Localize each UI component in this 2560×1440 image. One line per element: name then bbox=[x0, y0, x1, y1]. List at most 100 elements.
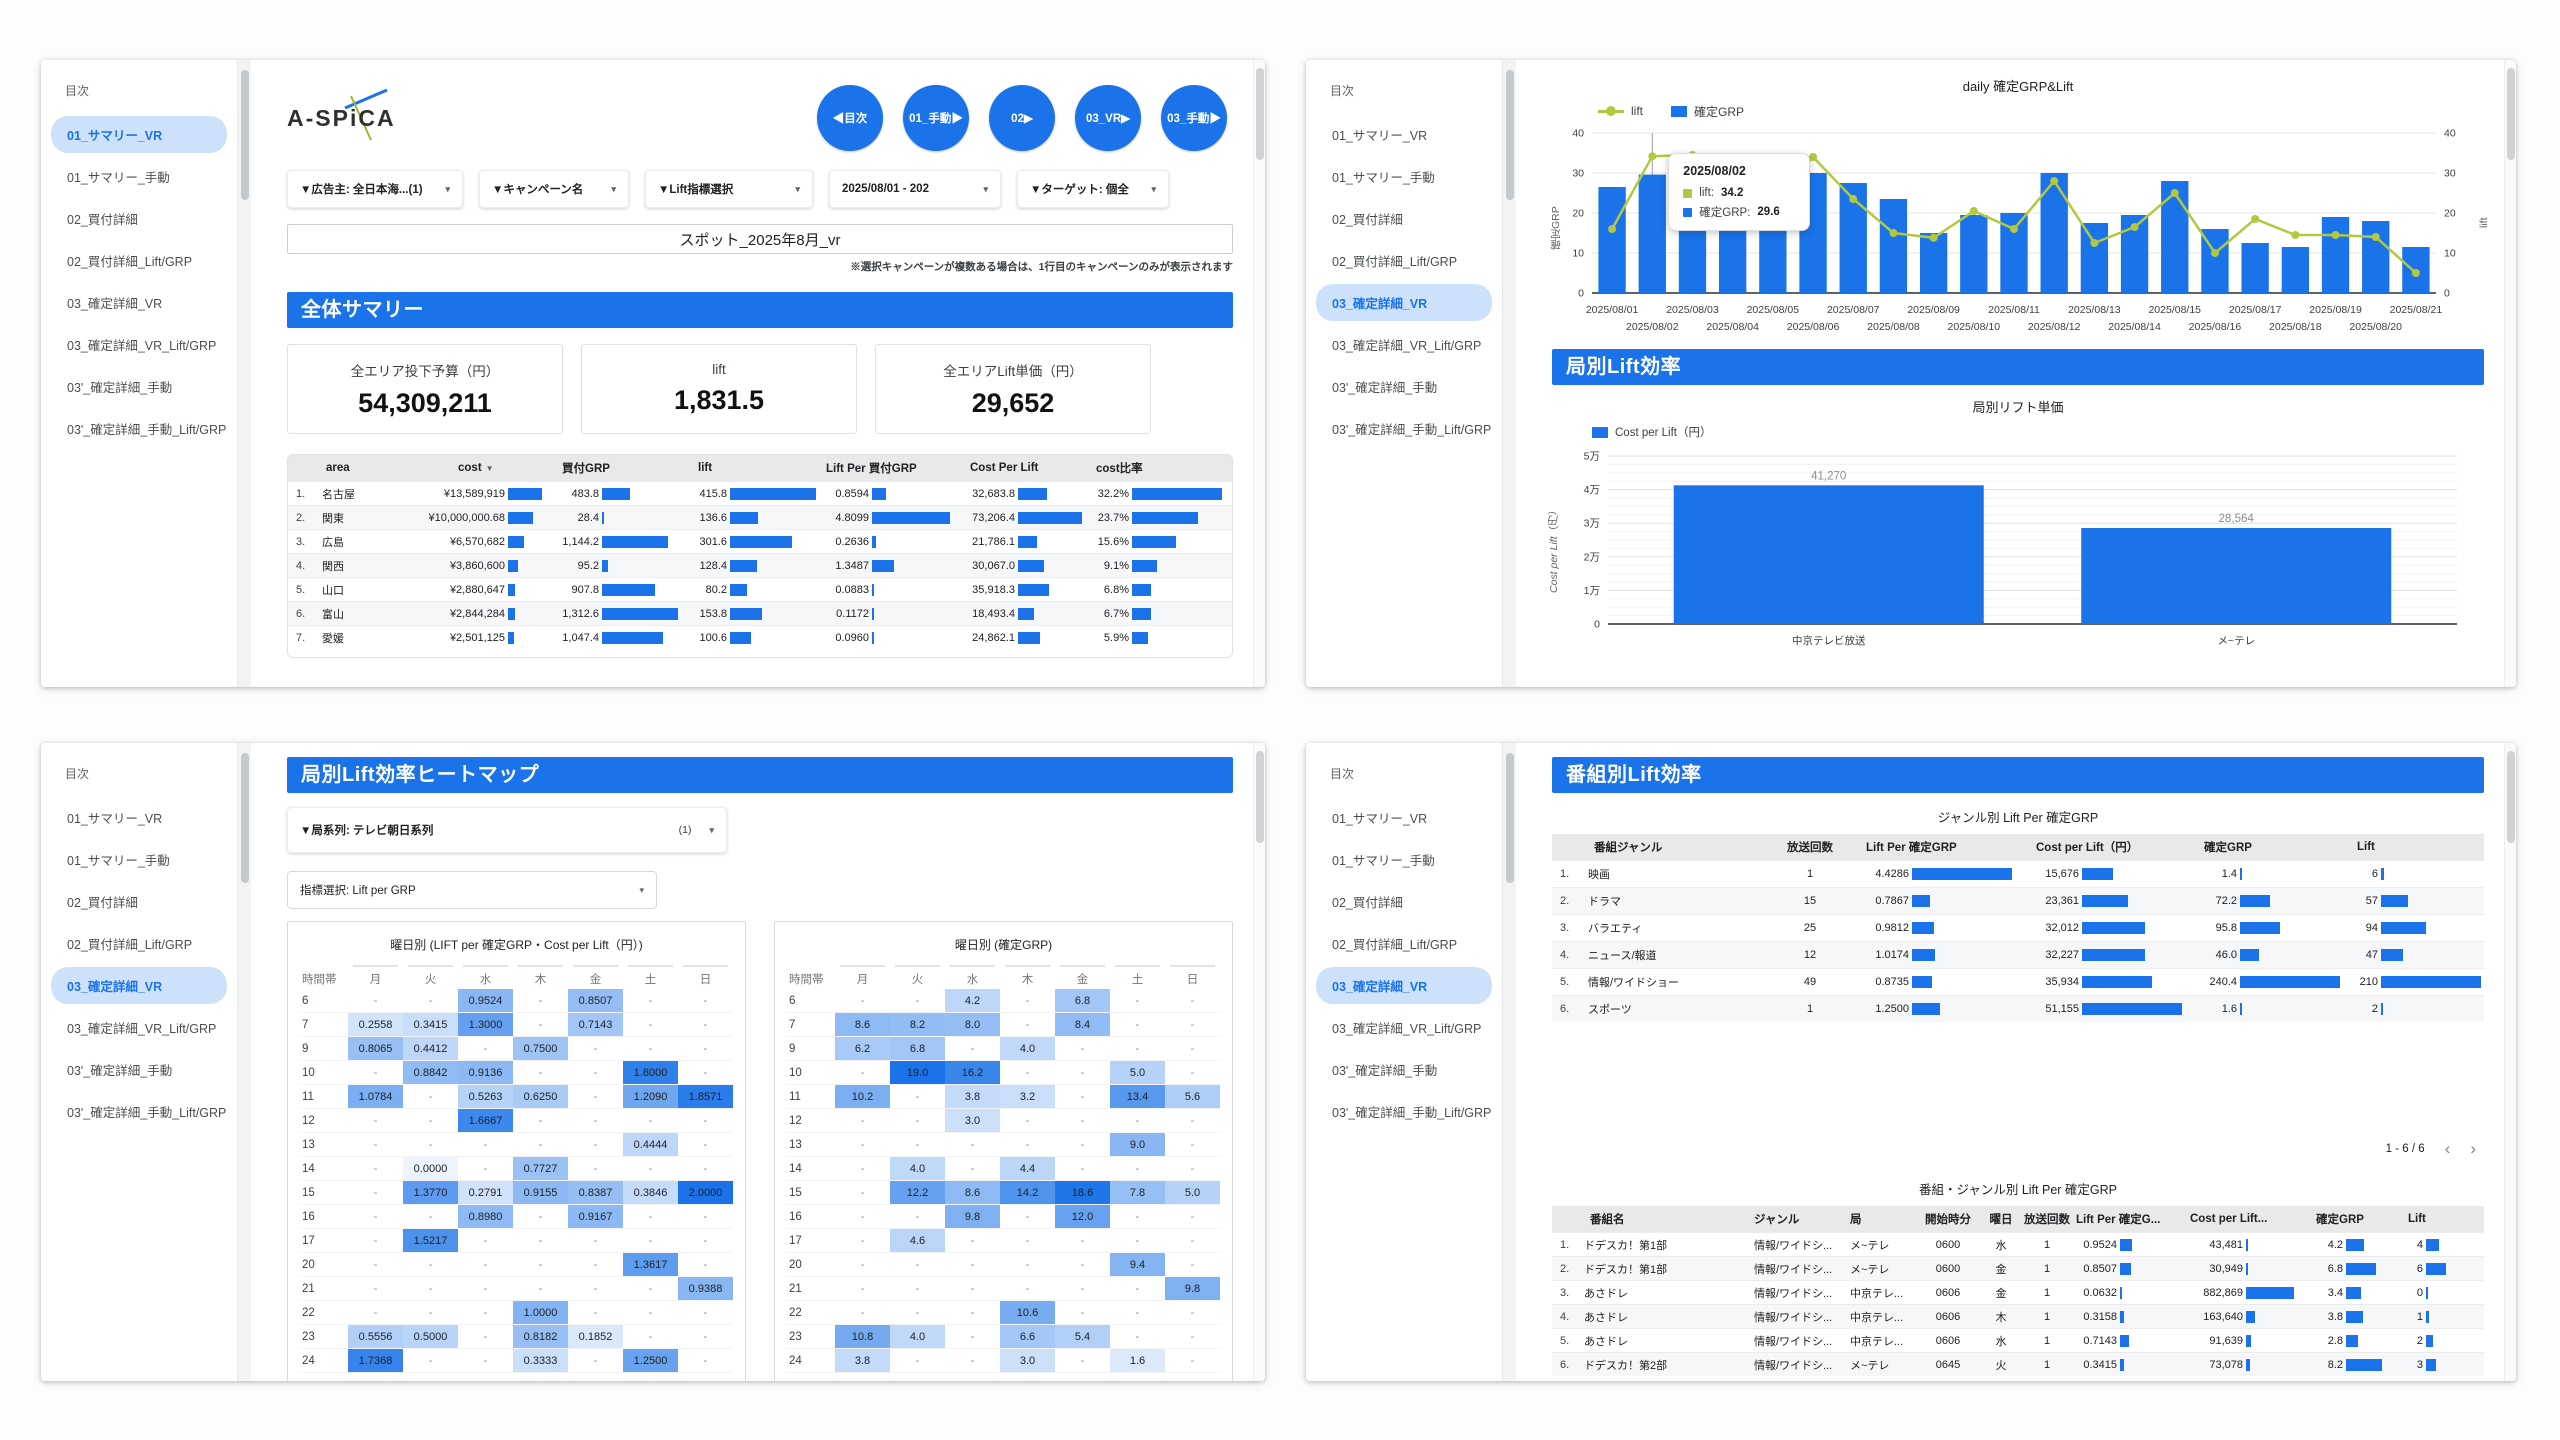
filter-label: ▼広告主: 全日本海...(1) bbox=[300, 184, 423, 196]
station-cost-chart[interactable]: 0 1万 2万 3万 4万 5万 41,270 中京テレビ放送 28,564 メ~テレ bbox=[1552, 444, 2482, 650]
filter-advertiser[interactable]: ▼広告主: 全日本海...(1) ▾ bbox=[287, 170, 463, 208]
cell-value: 6.8% bbox=[1103, 583, 1129, 596]
station-chart-area[interactable]: 0 1万 2万 3万 4万 5万 41,270 中京テレビ放送 28,564 メ~テレ Cost … bbox=[1548, 444, 2484, 652]
sidebar-scrollbar[interactable] bbox=[1502, 743, 1516, 1381]
metric-cards: 全エリア投下予算（円） 54,309,211 lift 1,831.5 全エリアLi… bbox=[287, 344, 1233, 434]
sidebar-item[interactable]: 03_確定詳細_VR_Lift/GRP bbox=[1332, 1022, 1482, 1036]
sidebar-item[interactable]: 01_サマリー_VR bbox=[1332, 129, 1428, 143]
heatmap-cell: - bbox=[1055, 1061, 1110, 1085]
sidebar-item[interactable]: 03'_確定詳細_手動 bbox=[67, 1064, 173, 1078]
sidebar-item[interactable]: 03_確定詳細_VR bbox=[1316, 967, 1492, 1004]
sidebar-item[interactable]: 03'_確定詳細_手動_Lift/GRP bbox=[1332, 1106, 1492, 1120]
table-cell: 4.2 bbox=[2312, 1238, 2404, 1251]
table-cell: 30,067.0 bbox=[956, 559, 1088, 572]
scrollbar-thumb[interactable] bbox=[241, 753, 249, 883]
scrollbar-thumb[interactable] bbox=[1506, 70, 1514, 200]
table-cell: 95.2 bbox=[548, 559, 686, 572]
heatmap-cell: - bbox=[568, 1277, 623, 1301]
heatmap-cell: 10.6 bbox=[1000, 1301, 1055, 1325]
sidebar-item[interactable]: 03'_確定詳細_手動 bbox=[67, 381, 173, 395]
nav-button-03-vr[interactable]: 03_VR▶ bbox=[1075, 85, 1141, 151]
cell-value: 73,078 bbox=[2209, 1358, 2243, 1371]
sidebar-item[interactable]: 01_サマリー_手動 bbox=[1332, 171, 1435, 185]
sidebar-item[interactable]: 02_買付詳細 bbox=[1332, 896, 1403, 910]
heatmap-day-header: 日 bbox=[678, 965, 733, 989]
scrollbar-thumb[interactable] bbox=[1256, 751, 1264, 843]
panel-scrollbar[interactable] bbox=[1253, 60, 1265, 687]
filter-label: ▼局系列: テレビ朝日系列 bbox=[300, 825, 434, 837]
sidebar-item[interactable]: 02_買付詳細_Lift/GRP bbox=[67, 255, 193, 269]
sidebar-item[interactable]: 01_サマリー_VR bbox=[67, 812, 163, 826]
metric-select[interactable]: 指標選択: Lift per GRP ▾ bbox=[287, 871, 657, 909]
nav-button-02[interactable]: 02▶ bbox=[989, 85, 1055, 151]
sidebar-item[interactable]: 01_サマリー_VR bbox=[1332, 812, 1428, 826]
column-header: Lift Per 確定GRP bbox=[1866, 842, 1957, 854]
sidebar-scrollbar[interactable] bbox=[237, 60, 251, 687]
sidebar-item[interactable]: 01_サマリー_手動 bbox=[67, 854, 170, 868]
heatmap-cell: - bbox=[1165, 1061, 1220, 1085]
sidebar-item[interactable]: 03_確定詳細_VR bbox=[51, 967, 227, 1004]
sidebar-scrollbar[interactable] bbox=[1502, 60, 1516, 687]
nav-button-toc[interactable]: ◀目次 bbox=[817, 85, 883, 151]
heatmap-cell: 0.9524 bbox=[458, 989, 513, 1013]
sidebar-item[interactable]: 03_確定詳細_VR bbox=[67, 297, 163, 311]
sidebar-item[interactable]: 02_買付詳細 bbox=[67, 213, 138, 227]
sidebar-item[interactable]: 03_確定詳細_VR bbox=[1316, 284, 1492, 321]
filter-campaign[interactable]: ▼キャンペーン名 ▾ bbox=[479, 170, 629, 208]
heatmap-hour-label: 23 bbox=[785, 1325, 835, 1349]
sidebar-scrollbar[interactable] bbox=[237, 743, 251, 1381]
panel-scrollbar[interactable] bbox=[2504, 60, 2516, 687]
filter-date-range[interactable]: 2025/08/01 - 202 ▾ bbox=[829, 170, 1001, 208]
panel-scrollbar[interactable] bbox=[1253, 743, 1265, 1381]
cell-value: 32,683.8 bbox=[972, 487, 1015, 500]
sidebar-item[interactable]: 03'_確定詳細_手動_Lift/GRP bbox=[67, 423, 227, 437]
sidebar-item[interactable]: 03'_確定詳細_手動 bbox=[1332, 1064, 1438, 1078]
sidebar-item[interactable]: 02_買付詳細_Lift/GRP bbox=[67, 938, 193, 952]
filter-station-series[interactable]: ▼局系列: テレビ朝日系列 (1) ▾ bbox=[287, 807, 727, 853]
sidebar-item[interactable]: 03'_確定詳細_手動_Lift/GRP bbox=[1332, 423, 1492, 437]
sidebar-item[interactable]: 02_買付詳細_Lift/GRP bbox=[1332, 255, 1458, 269]
sidebar-item[interactable]: 01_サマリー_手動 bbox=[67, 171, 170, 185]
cell-value: 1 bbox=[2416, 1310, 2423, 1323]
legend-lift[interactable]: lift bbox=[1598, 104, 1643, 118]
scrollbar-thumb[interactable] bbox=[1256, 68, 1264, 160]
heatmap-cell: - bbox=[835, 1301, 890, 1325]
sidebar-item[interactable]: 03_確定詳細_VR_Lift/GRP bbox=[67, 1022, 217, 1036]
legend-grp[interactable]: 確定GRP bbox=[1671, 103, 1744, 120]
sidebar-item[interactable]: 03'_確定詳細_手動_Lift/GRP bbox=[67, 1106, 227, 1120]
scrollbar-thumb[interactable] bbox=[2507, 751, 2515, 843]
sidebar-item[interactable]: 02_買付詳細 bbox=[67, 896, 138, 910]
select-label: 指標選択: Lift per GRP bbox=[300, 885, 416, 897]
cell-value: 72.2 bbox=[2215, 895, 2237, 907]
sidebar-item[interactable]: 01_サマリー_VR bbox=[51, 116, 227, 153]
cell-value: 415.8 bbox=[699, 487, 727, 500]
scrollbar-thumb[interactable] bbox=[1506, 753, 1514, 883]
daily-content: daily 確定GRP&Lift lift 確定GRP 0 0 10 10 20 20 30… bbox=[1516, 60, 2504, 687]
scrollbar-thumb[interactable] bbox=[241, 70, 249, 200]
scrollbar-thumb[interactable] bbox=[2507, 68, 2515, 160]
nav-button-01-manual[interactable]: 01_手動▶ bbox=[903, 85, 969, 151]
sidebar-item[interactable]: 02_買付詳細_Lift/GRP bbox=[1332, 938, 1458, 952]
heatmap-hour-label: 22 bbox=[785, 1301, 835, 1325]
page-next-icon[interactable]: › bbox=[2470, 1139, 2476, 1158]
cell-bar bbox=[508, 607, 516, 620]
legend-cost-per-lift[interactable]: Cost per Lift（円） bbox=[1592, 424, 1712, 440]
heatmap-cell: - bbox=[513, 1061, 568, 1085]
sidebar-item[interactable]: 01_サマリー_手動 bbox=[1332, 854, 1435, 868]
filter-target[interactable]: ▼ターゲット: 個全 ▾ bbox=[1017, 170, 1169, 208]
table-cell: 15,676 bbox=[2022, 868, 2192, 880]
sidebar-item[interactable]: 03_確定詳細_VR_Lift/GRP bbox=[67, 339, 217, 353]
daily-chart-area[interactable]: 0 0 10 10 20 20 30 30 40 40 2025/08/01 2025/08/02 20… bbox=[1550, 123, 2490, 339]
cell-bar bbox=[1018, 607, 1035, 620]
table-cell: 山口 bbox=[322, 584, 344, 597]
sidebar-item[interactable]: 03_確定詳細_VR_Lift/GRP bbox=[1332, 339, 1482, 353]
filter-lift-metric[interactable]: ▼Lift指標選択 ▾ bbox=[645, 170, 813, 208]
sort-desc-icon[interactable]: ▼ bbox=[485, 464, 494, 473]
panel-scrollbar[interactable] bbox=[2504, 743, 2516, 1381]
sidebar-item[interactable]: 02_買付詳細 bbox=[1332, 213, 1403, 227]
page-prev-icon[interactable]: ‹ bbox=[2444, 1139, 2451, 1158]
nav-button-03-manual[interactable]: 03_手動▶ bbox=[1161, 85, 1227, 151]
heatmap-cell: - bbox=[835, 1109, 890, 1133]
sidebar-item[interactable]: 03'_確定詳細_手動 bbox=[1332, 381, 1438, 395]
heatmap-cell: - bbox=[348, 1229, 403, 1253]
